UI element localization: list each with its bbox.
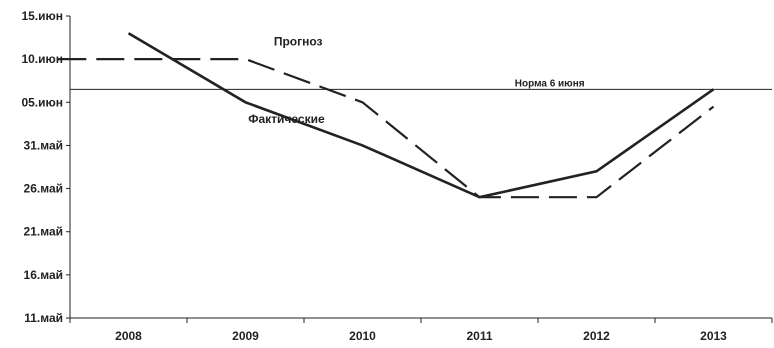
reference-line-label: Норма 6 июня bbox=[515, 78, 585, 89]
y-tick-label: 16.май bbox=[24, 268, 63, 282]
y-tick-label: 21.май bbox=[24, 225, 63, 239]
y-axis-ticks: 11.май 16.май 21.май 26.май 31.май 05.июн 10.и… bbox=[21, 9, 70, 325]
y-tick-label: 11.май bbox=[24, 311, 63, 325]
y-tick-label: 31.май bbox=[24, 138, 63, 152]
x-tick-label: 2010 bbox=[349, 329, 376, 343]
y-tick-label: 10.июн bbox=[21, 52, 63, 66]
x-tick-label: 2009 bbox=[232, 329, 259, 343]
series-label-actual: Фактические bbox=[248, 112, 325, 126]
y-tick-label: 05.июн bbox=[21, 95, 63, 109]
x-axis-ticks: 2008 2009 2010 2011 2012 2013 bbox=[69, 318, 773, 343]
series-labels: Фактические Прогноз bbox=[248, 34, 325, 126]
x-tick-label: 2012 bbox=[583, 329, 610, 343]
x-tick-label: 2013 bbox=[700, 329, 727, 343]
series-group bbox=[58, 32, 715, 199]
y-tick-label: 26.май bbox=[24, 182, 63, 196]
series-label-forecast: Прогноз bbox=[274, 34, 323, 48]
series-line-actual bbox=[127, 32, 715, 199]
x-tick-label: 2011 bbox=[466, 329, 492, 343]
y-tick-label: 15.июн bbox=[21, 9, 63, 23]
x-tick-label: 2008 bbox=[115, 329, 142, 343]
reference-line-group: Норма 6 июня bbox=[70, 78, 772, 90]
series-line-forecast bbox=[58, 57, 715, 199]
